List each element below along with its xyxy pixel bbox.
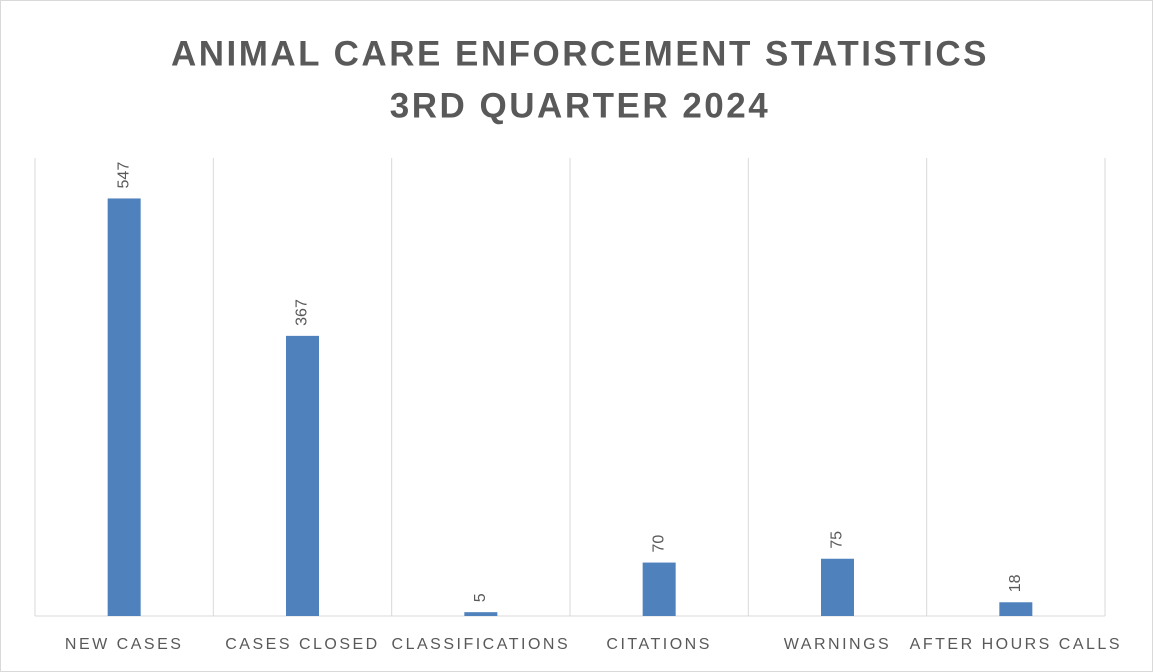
bar [286, 335, 319, 616]
data-label: 75 [829, 531, 846, 549]
x-tick-label: CITATIONS [606, 636, 711, 653]
chart-title: ANIMAL CARE ENFORCEMENT STATISTICS [171, 34, 989, 73]
x-tick-label: WARNINGS [784, 636, 891, 653]
data-label: 547 [115, 162, 132, 189]
data-label: 70 [650, 535, 667, 553]
data-label: 5 [472, 593, 489, 602]
x-tick-label: CASES CLOSED [225, 636, 379, 653]
x-tick-label: AFTER HOURS CALLS [910, 636, 1122, 653]
bar [999, 602, 1033, 616]
bar [821, 558, 854, 616]
data-label: 18 [1007, 574, 1024, 592]
chart-title: 3RD QUARTER 2024 [390, 86, 770, 125]
data-label: 367 [294, 299, 311, 326]
bar [464, 612, 498, 616]
bar [642, 562, 676, 616]
x-tick-label: NEW CASES [65, 636, 184, 653]
x-tick-label: CLASSIFICATIONS [392, 636, 571, 653]
bar [107, 198, 141, 616]
